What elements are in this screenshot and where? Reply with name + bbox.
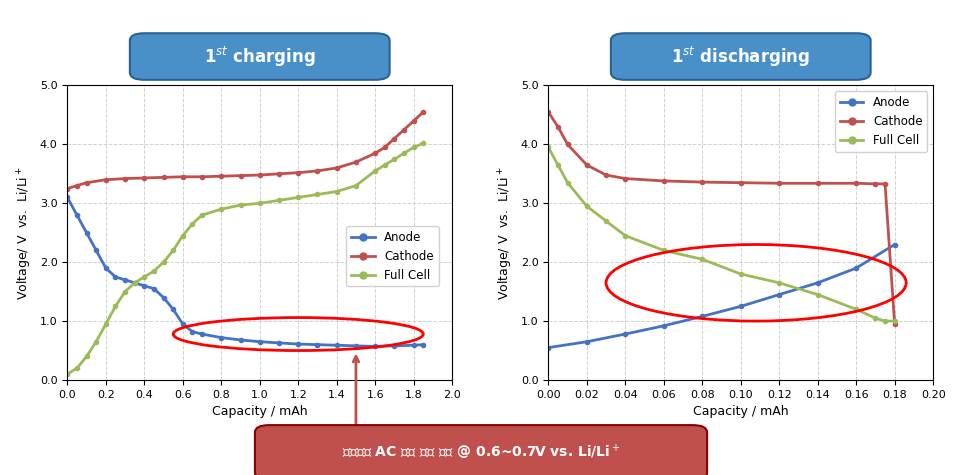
Text: 1$^{st}$ discharging: 1$^{st}$ discharging (671, 45, 809, 69)
Legend: Anode, Cathode, Full Cell: Anode, Cathode, Full Cell (346, 226, 438, 286)
Text: 1$^{st}$ charging: 1$^{st}$ charging (204, 45, 315, 69)
Text: 본격적인 AC 음극 열화 발생 @ 0.6~0.7V vs. Li/Li$^+$: 본격적인 AC 음극 열화 발생 @ 0.6~0.7V vs. Li/Li$^+… (341, 443, 620, 462)
Y-axis label: Voltage/ V  vs.  Li/Li$^+$: Voltage/ V vs. Li/Li$^+$ (16, 166, 35, 300)
Legend: Anode, Cathode, Full Cell: Anode, Cathode, Full Cell (834, 91, 926, 152)
Y-axis label: Voltage/ V  vs.  Li/Li$^+$: Voltage/ V vs. Li/Li$^+$ (497, 166, 515, 300)
X-axis label: Capacity / mAh: Capacity / mAh (692, 405, 788, 418)
X-axis label: Capacity / mAh: Capacity / mAh (211, 405, 308, 418)
